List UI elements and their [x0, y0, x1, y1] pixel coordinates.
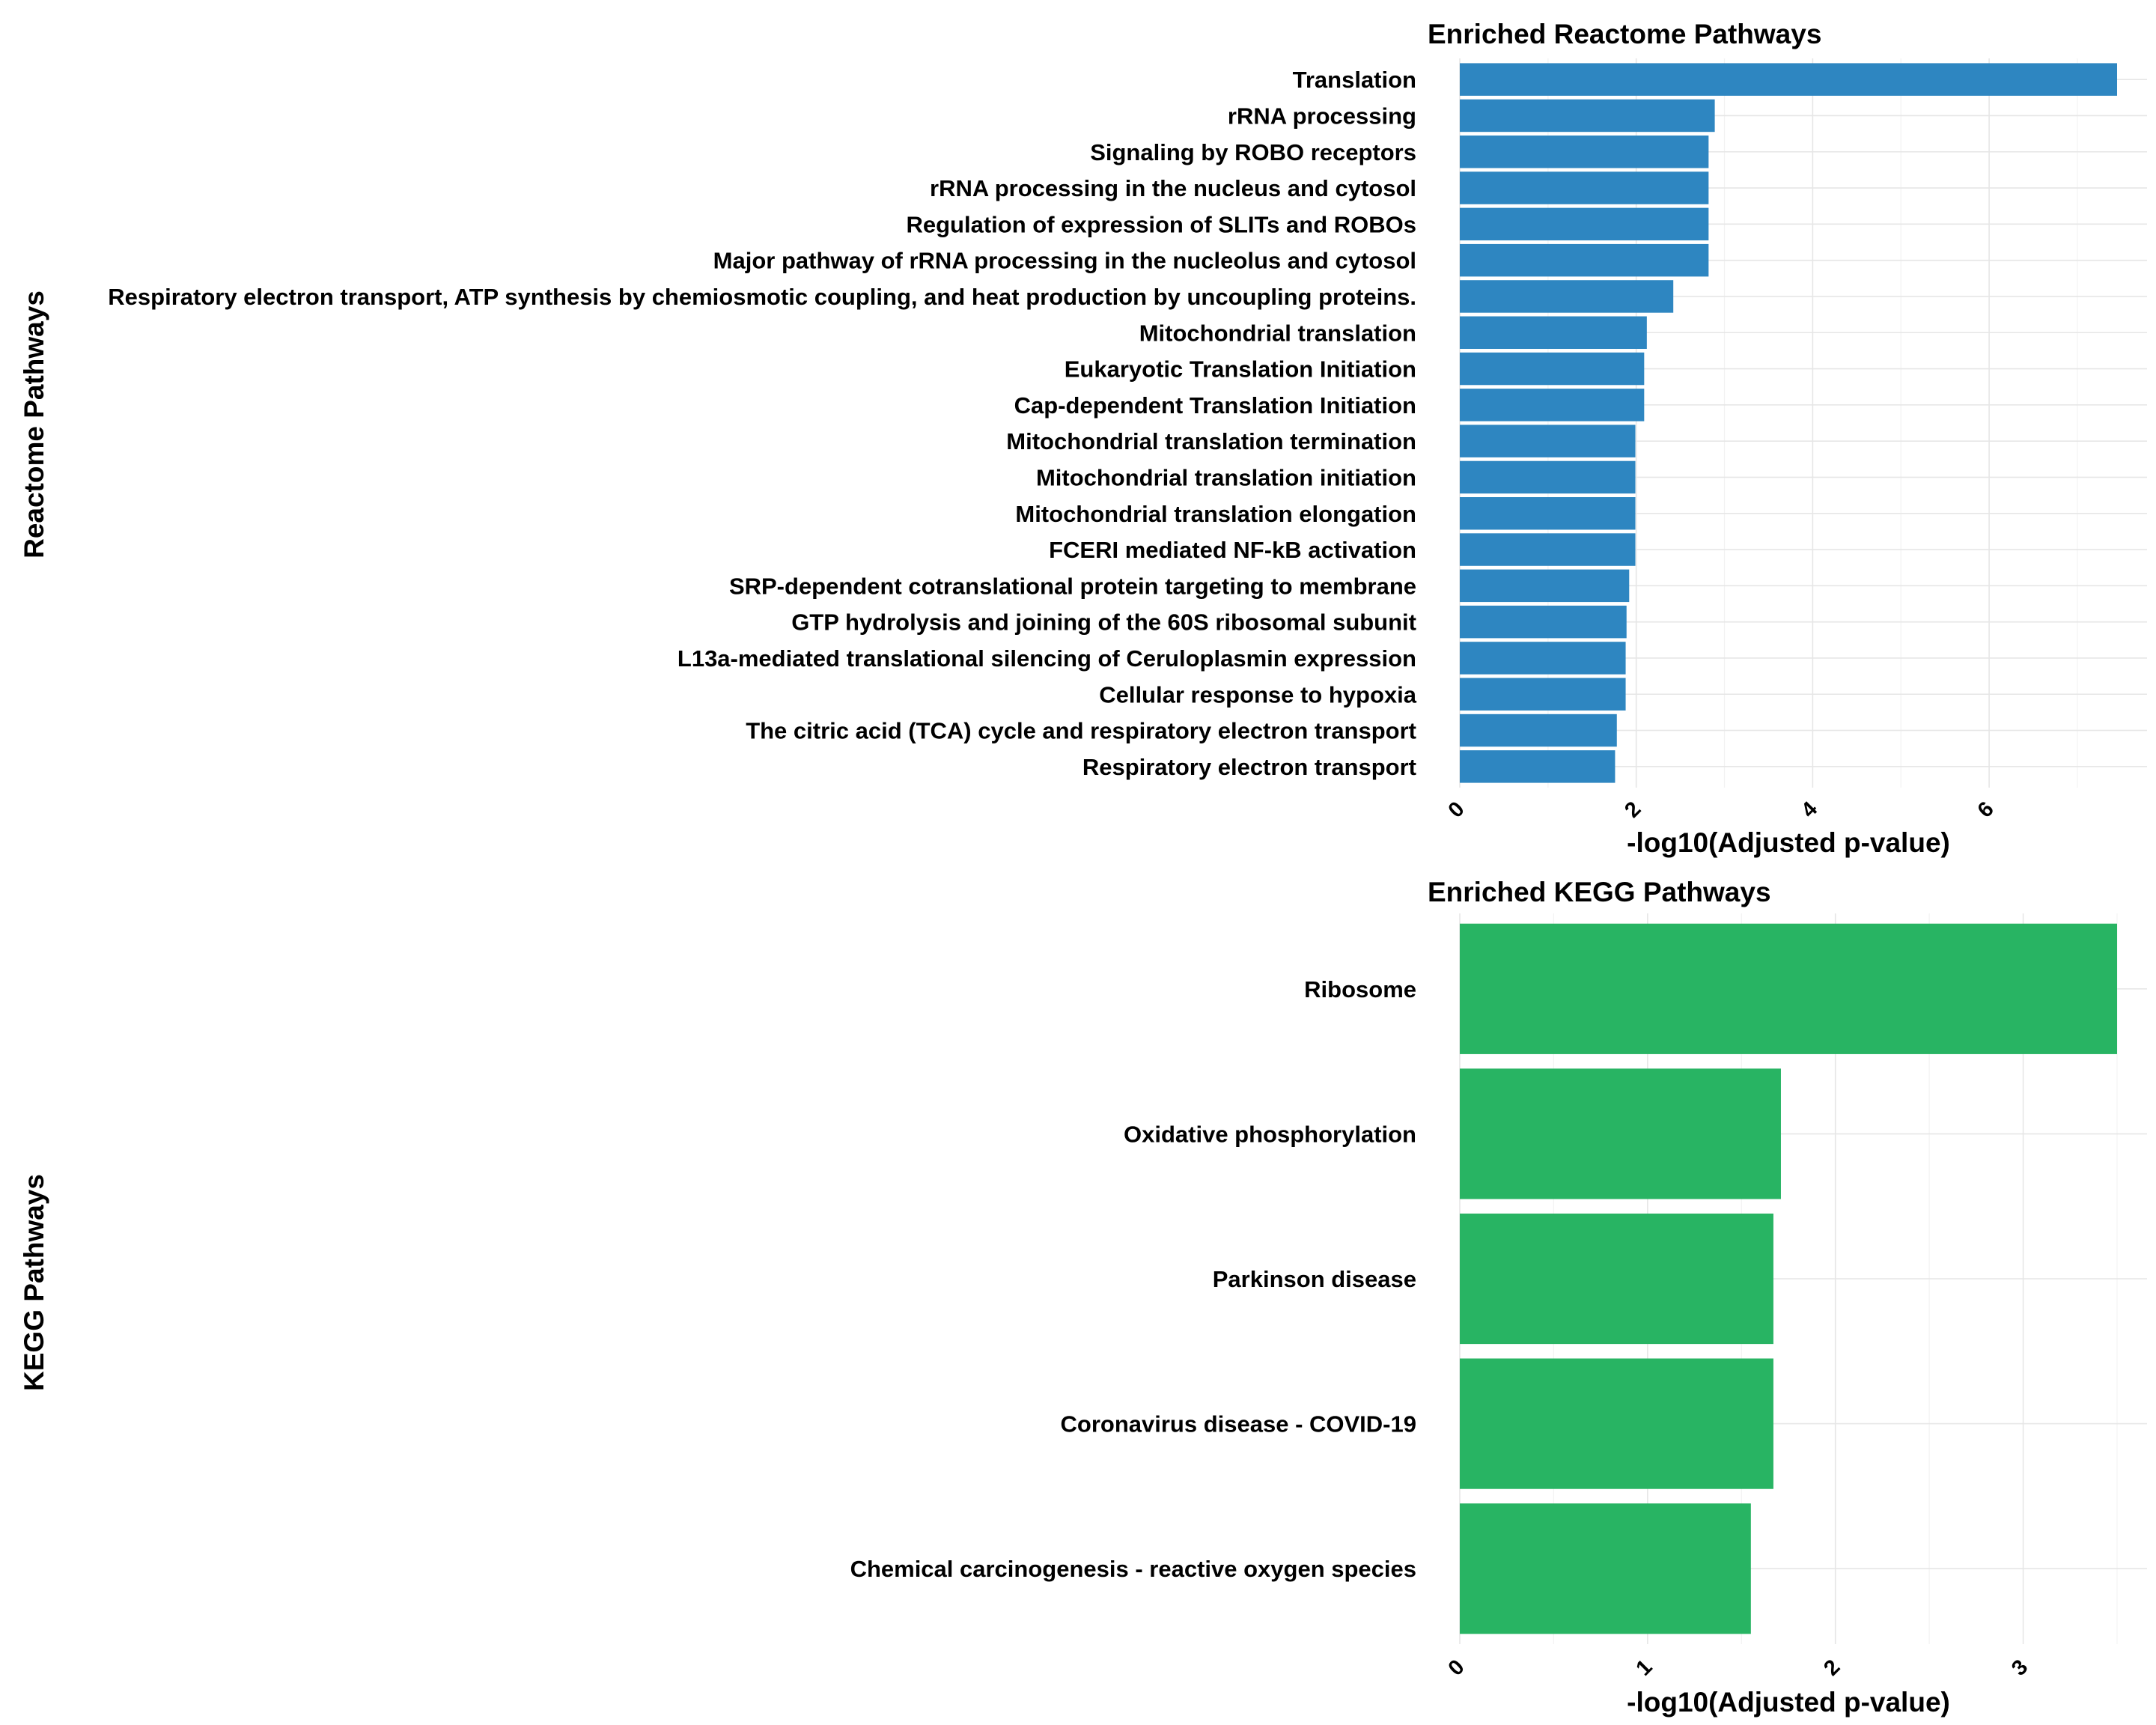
- reactome-bar: [1460, 642, 1626, 675]
- kegg-y-axis-title: KEGG Pathways: [19, 1174, 49, 1391]
- reactome-x-axis-title: -log10(Adjusted p-value): [1627, 827, 1950, 858]
- reactome-category-label: L13a-mediated translational silencing of…: [677, 645, 1416, 672]
- reactome-category-label: Mitochondrial translation initiation: [1036, 464, 1416, 490]
- reactome-bar: [1460, 243, 1709, 277]
- reactome-category-label: Eukaryotic Translation Initiation: [1065, 356, 1416, 383]
- reactome-bar: [1460, 750, 1616, 783]
- reactome-category-label: Cellular response to hypoxia: [1099, 681, 1417, 708]
- reactome-bar: [1460, 569, 1630, 603]
- reactome-bar: [1460, 425, 1636, 457]
- reactome-bar: [1460, 280, 1674, 313]
- kegg-x-axis-title: -log10(Adjusted p-value): [1627, 1687, 1950, 1718]
- reactome-category-label: Respiratory electron transport: [1082, 754, 1416, 780]
- kegg-category-label: Chemical carcinogenesis - reactive oxyge…: [850, 1556, 1416, 1582]
- reactome-x-tick-labels: 0 2 4 6: [1444, 797, 1999, 823]
- reactome-bar: [1460, 605, 1627, 639]
- kegg-x-tick-label: 2: [1819, 1655, 1845, 1681]
- reactome-category-label: Regulation of expression of SLITs and RO…: [906, 211, 1416, 237]
- kegg-x-tick-labels: 0 1 2 3: [1444, 1655, 2033, 1681]
- reactome-bar: [1460, 171, 1709, 204]
- reactome-category-label: GTP hydrolysis and joining of the 60S ri…: [791, 609, 1416, 636]
- kegg-category-label: Ribosome: [1304, 976, 1416, 1003]
- reactome-x-tick-label: 0: [1444, 797, 1470, 823]
- reactome-category-label: Mitochondrial translation: [1139, 320, 1416, 346]
- reactome-bars: [1460, 63, 2117, 783]
- reactome-y-axis-title: Reactome Pathways: [19, 290, 49, 559]
- reactome-bar: [1460, 63, 2117, 96]
- reactome-bar: [1460, 352, 1645, 386]
- reactome-category-label: Translation: [1293, 67, 1416, 93]
- reactome-bar: [1460, 460, 1636, 494]
- reactome-category-label: The citric acid (TCA) cycle and respirat…: [746, 718, 1416, 744]
- reactome-x-tick-label: 4: [1797, 797, 1822, 823]
- reactome-bar: [1460, 714, 1617, 747]
- reactome-bar: [1460, 389, 1645, 422]
- kegg-bar: [1460, 1068, 1781, 1199]
- reactome-category-label: rRNA processing: [1228, 103, 1416, 129]
- kegg-chart-panel: Enriched KEGG Pathways Ribosome Oxidative…: [19, 877, 2147, 1718]
- reactome-bar: [1460, 497, 1636, 530]
- reactome-category-label: Major pathway of rRNA processing in the …: [713, 248, 1416, 274]
- kegg-bar: [1460, 1213, 1773, 1345]
- kegg-x-tick-label: 3: [2007, 1655, 2032, 1681]
- reactome-category-label: Mitochondrial translation termination: [1006, 428, 1416, 454]
- kegg-category-label: Parkinson disease: [1213, 1266, 1416, 1292]
- kegg-bar: [1460, 923, 2117, 1054]
- reactome-category-label: Cap-dependent Translation Initiation: [1014, 392, 1416, 419]
- reactome-category-label: rRNA processing in the nucleus and cytos…: [930, 175, 1416, 201]
- reactome-category-label: FCERI mediated NF-kB activation: [1049, 537, 1416, 563]
- reactome-category-label: Signaling by ROBO receptors: [1090, 139, 1416, 165]
- kegg-bar: [1460, 1358, 1773, 1489]
- reactome-bar: [1460, 99, 1715, 133]
- reactome-x-tick-label: 2: [1620, 797, 1645, 823]
- kegg-x-tick-label: 0: [1444, 1655, 1470, 1681]
- reactome-bar: [1460, 136, 1709, 168]
- reactome-chart-panel: Enriched Reactome Pathways Translation rR…: [19, 19, 2147, 858]
- reactome-category-label: Mitochondrial translation elongation: [1015, 501, 1416, 527]
- kegg-category-labels: Ribosome Oxidative phosphorylation Parkins…: [850, 976, 1416, 1582]
- reactome-bar: [1460, 316, 1647, 349]
- reactome-category-labels: Translation rRNA processing Signaling by R…: [108, 67, 1416, 780]
- reactome-x-tick-label: 6: [1973, 797, 1999, 823]
- reactome-category-label: Respiratory electron transport, ATP synt…: [108, 284, 1416, 310]
- kegg-bars: [1460, 923, 2117, 1634]
- reactome-bar: [1460, 207, 1709, 241]
- kegg-x-tick-label: 1: [1631, 1655, 1657, 1681]
- reactome-bar: [1460, 533, 1636, 566]
- kegg-bar: [1460, 1503, 1751, 1634]
- reactome-category-label: SRP-dependent cotranslational protein ta…: [729, 573, 1416, 599]
- kegg-category-label: Coronavirus disease - COVID-19: [1061, 1411, 1417, 1438]
- kegg-category-label: Oxidative phosphorylation: [1124, 1121, 1416, 1147]
- reactome-chart-title: Enriched Reactome Pathways: [1428, 19, 1821, 49]
- reactome-bar: [1460, 678, 1626, 711]
- kegg-chart-title: Enriched KEGG Pathways: [1428, 877, 1771, 907]
